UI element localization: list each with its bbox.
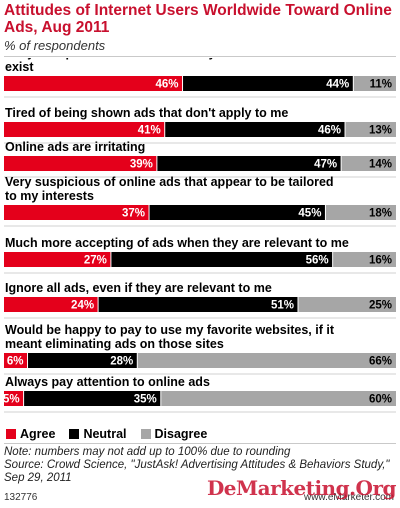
value-label-agree-2: 41%: [138, 125, 161, 137]
bar-agree-7: [4, 353, 28, 368]
value-label-disagree-6: 25%: [369, 300, 392, 312]
value-label-neutral-8: 35%: [134, 394, 157, 406]
value-label-agree-3: 39%: [130, 159, 153, 171]
legend-item-agree: Agree: [6, 427, 55, 441]
legend-swatch-agree: [6, 429, 16, 439]
value-label-disagree-1: 11%: [370, 79, 392, 91]
bar-neutral-1: [182, 76, 354, 91]
header-divider: [4, 56, 396, 57]
value-label-disagree-8: 60%: [369, 394, 392, 406]
legend-label-neutral: Neutral: [83, 427, 127, 441]
chart-id: 132776: [4, 492, 38, 503]
value-label-disagree-2: 13%: [369, 125, 392, 137]
source-note: Source: Crowd Science, "JustAsk! Adverti…: [4, 459, 390, 484]
bar-agree-1: [4, 76, 183, 91]
stacked-bar-chart: Fully accept that ads are necessary to a…: [3, 58, 396, 413]
bar-neutral-5: [110, 252, 333, 267]
value-label-neutral-7: 28%: [110, 356, 133, 368]
legend-label-disagree: Disagree: [154, 427, 208, 441]
bar-disagree-5: [332, 252, 396, 267]
bar-agree-2: [4, 122, 165, 137]
value-label-disagree-3: 14%: [369, 159, 392, 171]
category-label-3: Online ads are irritating: [5, 140, 145, 154]
bar-agree-5: [4, 252, 111, 267]
bar-disagree-6: [298, 297, 396, 312]
legend-swatch-disagree: [140, 429, 151, 439]
chart-subtitle: % of respondents: [4, 38, 106, 53]
value-label-agree-5: 27%: [84, 255, 107, 267]
value-label-agree-6: 24%: [71, 300, 94, 312]
bar-agree-3: [4, 156, 157, 171]
legend-item-disagree: Disagree: [140, 427, 208, 441]
bar-neutral-7: [27, 353, 138, 368]
value-label-agree-8: 5%: [3, 394, 20, 406]
bar-disagree-7: [137, 353, 396, 368]
bar-disagree-2: [345, 122, 396, 137]
rounding-note: Note: numbers may not add up to 100% due…: [4, 446, 291, 458]
bar-neutral-4: [149, 205, 326, 220]
brand-url: www.eMarketer.com: [303, 492, 394, 503]
value-label-neutral-1: 44%: [326, 79, 349, 91]
category-label-8: Always pay attention to online ads: [5, 375, 210, 389]
bar-neutral-3: [156, 156, 342, 171]
chart-legend: Agree Neutral Disagree: [6, 427, 221, 441]
legend-divider: [4, 443, 396, 444]
bar-neutral-8: [23, 391, 161, 406]
value-label-agree-4: 37%: [122, 208, 145, 220]
category-label-2: Tired of being shown ads that don't appl…: [5, 106, 288, 120]
value-label-agree-1: 46%: [156, 79, 179, 91]
bar-neutral-2: [164, 122, 346, 137]
category-label-5: Much more accepting of ads when they are…: [5, 236, 349, 250]
watermark-logo: DeMarketing.Org: [206, 476, 397, 500]
category-label-4: Very suspicious of online ads that appea…: [5, 175, 334, 203]
value-label-neutral-5: 56%: [306, 255, 329, 267]
chart-notes: Note: numbers may not add up to 100% due…: [4, 446, 396, 485]
legend-item-neutral: Neutral: [69, 427, 127, 441]
legend-swatch-neutral: [69, 429, 80, 439]
bar-agree-4: [4, 205, 150, 220]
value-label-neutral-4: 45%: [298, 208, 321, 220]
bar-agree-6: [4, 297, 99, 312]
legend-label-agree: Agree: [20, 427, 56, 441]
chart-title: Attitudes of Internet Users Worldwide To…: [4, 2, 392, 36]
value-label-neutral-6: 51%: [271, 300, 294, 312]
bar-agree-8: [4, 391, 24, 406]
bar-disagree-4: [325, 205, 396, 220]
category-label-6: Ignore all ads, even if they are relevan…: [5, 281, 272, 295]
value-label-agree-7: 6%: [7, 356, 24, 368]
value-label-neutral-3: 47%: [314, 159, 337, 171]
bar-disagree-8: [160, 391, 396, 406]
value-label-disagree-4: 18%: [369, 208, 392, 220]
bar-disagree-3: [341, 156, 396, 171]
value-label-neutral-2: 46%: [318, 125, 341, 137]
category-label-1: Fully accept that ads are necessary to a…: [5, 58, 337, 74]
bar-neutral-6: [98, 297, 298, 312]
category-label-7: Would be happy to pay to use my favorite…: [5, 323, 335, 351]
bar-disagree-1: [353, 76, 396, 91]
value-label-disagree-5: 16%: [369, 255, 392, 267]
value-label-disagree-7: 66%: [369, 356, 392, 368]
